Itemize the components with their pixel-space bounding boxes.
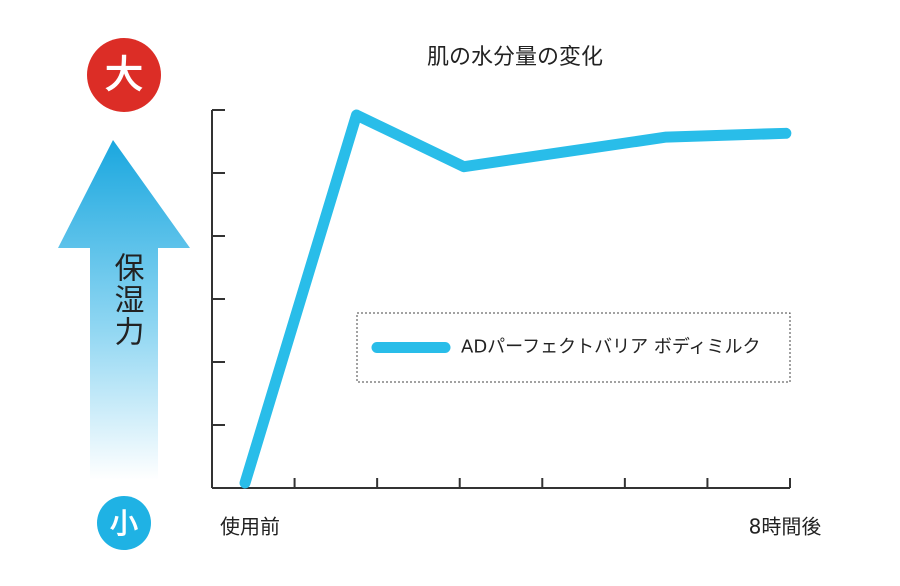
x-end-label: 8時間後	[749, 515, 822, 539]
y-arrow	[58, 140, 190, 480]
legend-label: ADパーフェクトバリア ボディミルク	[461, 337, 761, 358]
y-low-label: 小	[110, 507, 138, 540]
data-line	[239, 109, 792, 489]
legend-box	[356, 312, 791, 383]
high-badge	[87, 38, 161, 112]
chart-title: 肌の水分量の変化	[427, 45, 603, 70]
y-high-label: 大	[105, 53, 143, 97]
x-start-label: 使用前	[220, 515, 280, 539]
low-badge	[97, 496, 151, 550]
y-axis-label: 保湿力	[109, 252, 145, 348]
